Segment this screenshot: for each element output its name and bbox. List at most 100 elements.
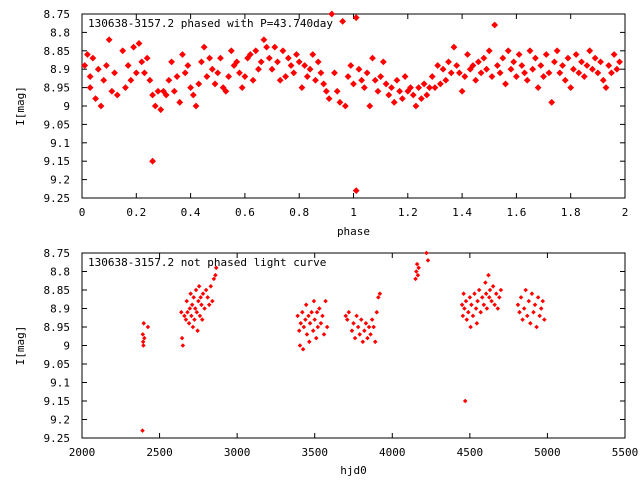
data-point [469, 302, 474, 308]
data-point [529, 65, 537, 73]
data-point [447, 69, 455, 77]
data-point [518, 295, 524, 300]
data-point [122, 84, 129, 91]
data-point [311, 298, 317, 304]
data-point [105, 36, 113, 44]
y-tick-label: 9 [63, 340, 70, 353]
data-point [199, 302, 204, 308]
data-point [344, 73, 352, 80]
x-tick-label: 5000 [534, 446, 561, 459]
data-point [425, 258, 431, 263]
data-point [350, 80, 357, 88]
data-point [369, 54, 376, 62]
data-point [504, 47, 512, 55]
data-point [526, 47, 534, 55]
data-point [208, 284, 214, 289]
data-point [257, 58, 265, 66]
data-point [507, 65, 515, 73]
unphased-x-axis-label: hjd0 [340, 464, 367, 477]
data-point [583, 62, 591, 69]
data-point [599, 76, 607, 84]
data-point [368, 332, 373, 337]
data-point [358, 76, 366, 84]
data-point [195, 80, 203, 88]
data-point [293, 51, 300, 58]
data-point [420, 80, 428, 88]
data-point [483, 65, 490, 73]
data-point [474, 321, 480, 326]
phased-plot-panel: 0 0.2 0.4 0.6 0.8 1 1.2 1.4 1.6 1.8 2 8.75 8.8 8.85 8.… [14, 8, 628, 238]
data-point [214, 69, 222, 77]
data-point [559, 62, 566, 69]
y-tick-label: 9.2 [50, 174, 70, 187]
data-point [417, 95, 425, 103]
data-point [478, 309, 483, 315]
data-point [520, 317, 525, 322]
data-point [540, 298, 546, 304]
data-point [238, 84, 246, 91]
data-point [551, 58, 558, 66]
data-point [531, 309, 536, 315]
x-tick-label: 4000 [379, 446, 406, 459]
data-point [320, 313, 325, 319]
data-point [489, 298, 494, 304]
data-point [462, 306, 467, 311]
data-point [225, 73, 233, 80]
data-point [328, 10, 336, 18]
data-point [461, 73, 469, 80]
data-point [426, 84, 433, 91]
data-point [81, 62, 89, 69]
data-point [463, 298, 469, 304]
data-point [263, 43, 271, 51]
data-point [379, 58, 387, 66]
y-tick-label: 8.75 [44, 247, 71, 260]
data-point [526, 298, 532, 304]
data-point [358, 317, 364, 322]
data-point [179, 309, 184, 315]
data-point [352, 335, 358, 341]
data-point [92, 95, 99, 103]
data-point [192, 306, 198, 311]
data-point [393, 76, 401, 84]
data-point [199, 317, 205, 322]
data-point [467, 295, 473, 300]
data-point [369, 317, 375, 322]
data-point [351, 321, 356, 326]
data-point [475, 298, 480, 304]
data-point [473, 306, 479, 311]
data-point [363, 321, 369, 326]
x-tick-label: 5500 [612, 446, 639, 459]
data-point [462, 398, 468, 404]
data-point [515, 51, 523, 58]
x-tick-label: 0 [79, 206, 86, 219]
data-point [528, 321, 533, 326]
data-point [284, 54, 292, 62]
data-point [360, 84, 368, 91]
data-point [483, 291, 489, 296]
y-tick-label: 8.85 [44, 284, 71, 297]
data-point [260, 36, 268, 44]
data-point [347, 62, 355, 69]
data-point [151, 102, 159, 110]
data-point [290, 69, 298, 77]
data-point [149, 91, 156, 99]
data-point [481, 302, 487, 308]
data-point [336, 98, 344, 106]
data-point [396, 87, 404, 95]
data-point [416, 265, 421, 271]
data-point [331, 69, 338, 77]
data-point [103, 62, 110, 69]
y-tick-label: 8.95 [44, 82, 71, 95]
data-point [464, 51, 471, 58]
data-point [145, 324, 151, 330]
data-point [564, 54, 572, 62]
data-point [442, 76, 450, 84]
data-point [307, 339, 312, 345]
data-point [490, 284, 496, 289]
data-point [484, 306, 490, 311]
data-point [210, 298, 215, 304]
data-point [472, 291, 477, 296]
y-tick-label: 9.1 [50, 377, 70, 390]
data-point [345, 317, 350, 322]
data-point [413, 276, 418, 282]
